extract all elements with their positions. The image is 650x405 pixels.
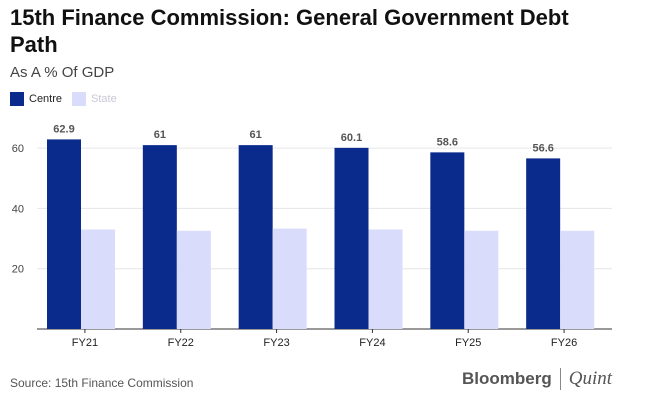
data-label: 60.1 <box>341 132 362 144</box>
data-label: 61 <box>154 129 166 141</box>
bar-state-fy26 <box>560 230 595 329</box>
legend-item-centre: Centre <box>10 92 62 106</box>
bar-centre-fy25 <box>430 152 465 329</box>
bar-centre-fy22 <box>142 145 177 329</box>
bar-state-fy22 <box>176 230 211 329</box>
legend: Centre State <box>10 92 127 106</box>
bar-centre-fy23 <box>238 145 273 329</box>
data-label: 56.6 <box>532 142 553 154</box>
bar-state-fy24 <box>368 229 403 329</box>
bar-centre-fy24 <box>334 147 369 329</box>
legend-swatch-state <box>72 92 87 106</box>
brand-quint: Quint <box>568 368 612 389</box>
x-tick-label: FY23 <box>263 337 289 349</box>
bar-state-fy25 <box>464 230 499 329</box>
bar-state-fy23 <box>272 228 307 329</box>
brand-divider <box>559 368 561 390</box>
legend-swatch-centre <box>10 92 24 106</box>
legend-label-state: State <box>91 93 117 105</box>
chart-title: 15th Finance Commission: General Governm… <box>10 5 569 57</box>
data-label: 58.6 <box>437 136 458 148</box>
y-tick-label: 40 <box>12 203 24 215</box>
x-tick-label: FY21 <box>72 337 98 349</box>
chart-subtitle: As A % Of GDP <box>10 64 115 81</box>
bar-chart: 20 40 60 FY21 62.9 FY22 61 FY23 61 FY24 60.1 FY25 58… <box>12 123 612 349</box>
bar-centre-fy26 <box>526 158 561 329</box>
bar-state-fy21 <box>81 229 115 329</box>
bar-centre-fy21 <box>47 139 81 329</box>
data-label: 61 <box>250 129 262 141</box>
x-tick-label: FY22 <box>168 337 194 349</box>
source-note: Source: 15th Finance Commission <box>10 376 194 390</box>
legend-item-state: State <box>72 92 117 106</box>
legend-label-centre: Centre <box>29 93 63 105</box>
brand-logo: Bloomberg Quint <box>462 368 612 390</box>
y-tick-label: 60 <box>12 143 24 155</box>
brand-bloomberg: Bloomberg <box>461 369 552 388</box>
x-tick-label: FY25 <box>455 337 481 349</box>
x-tick-label: FY24 <box>359 337 385 349</box>
x-tick-label: FY26 <box>551 337 577 349</box>
y-tick-label: 20 <box>12 264 24 276</box>
data-label: 62.9 <box>53 123 74 135</box>
